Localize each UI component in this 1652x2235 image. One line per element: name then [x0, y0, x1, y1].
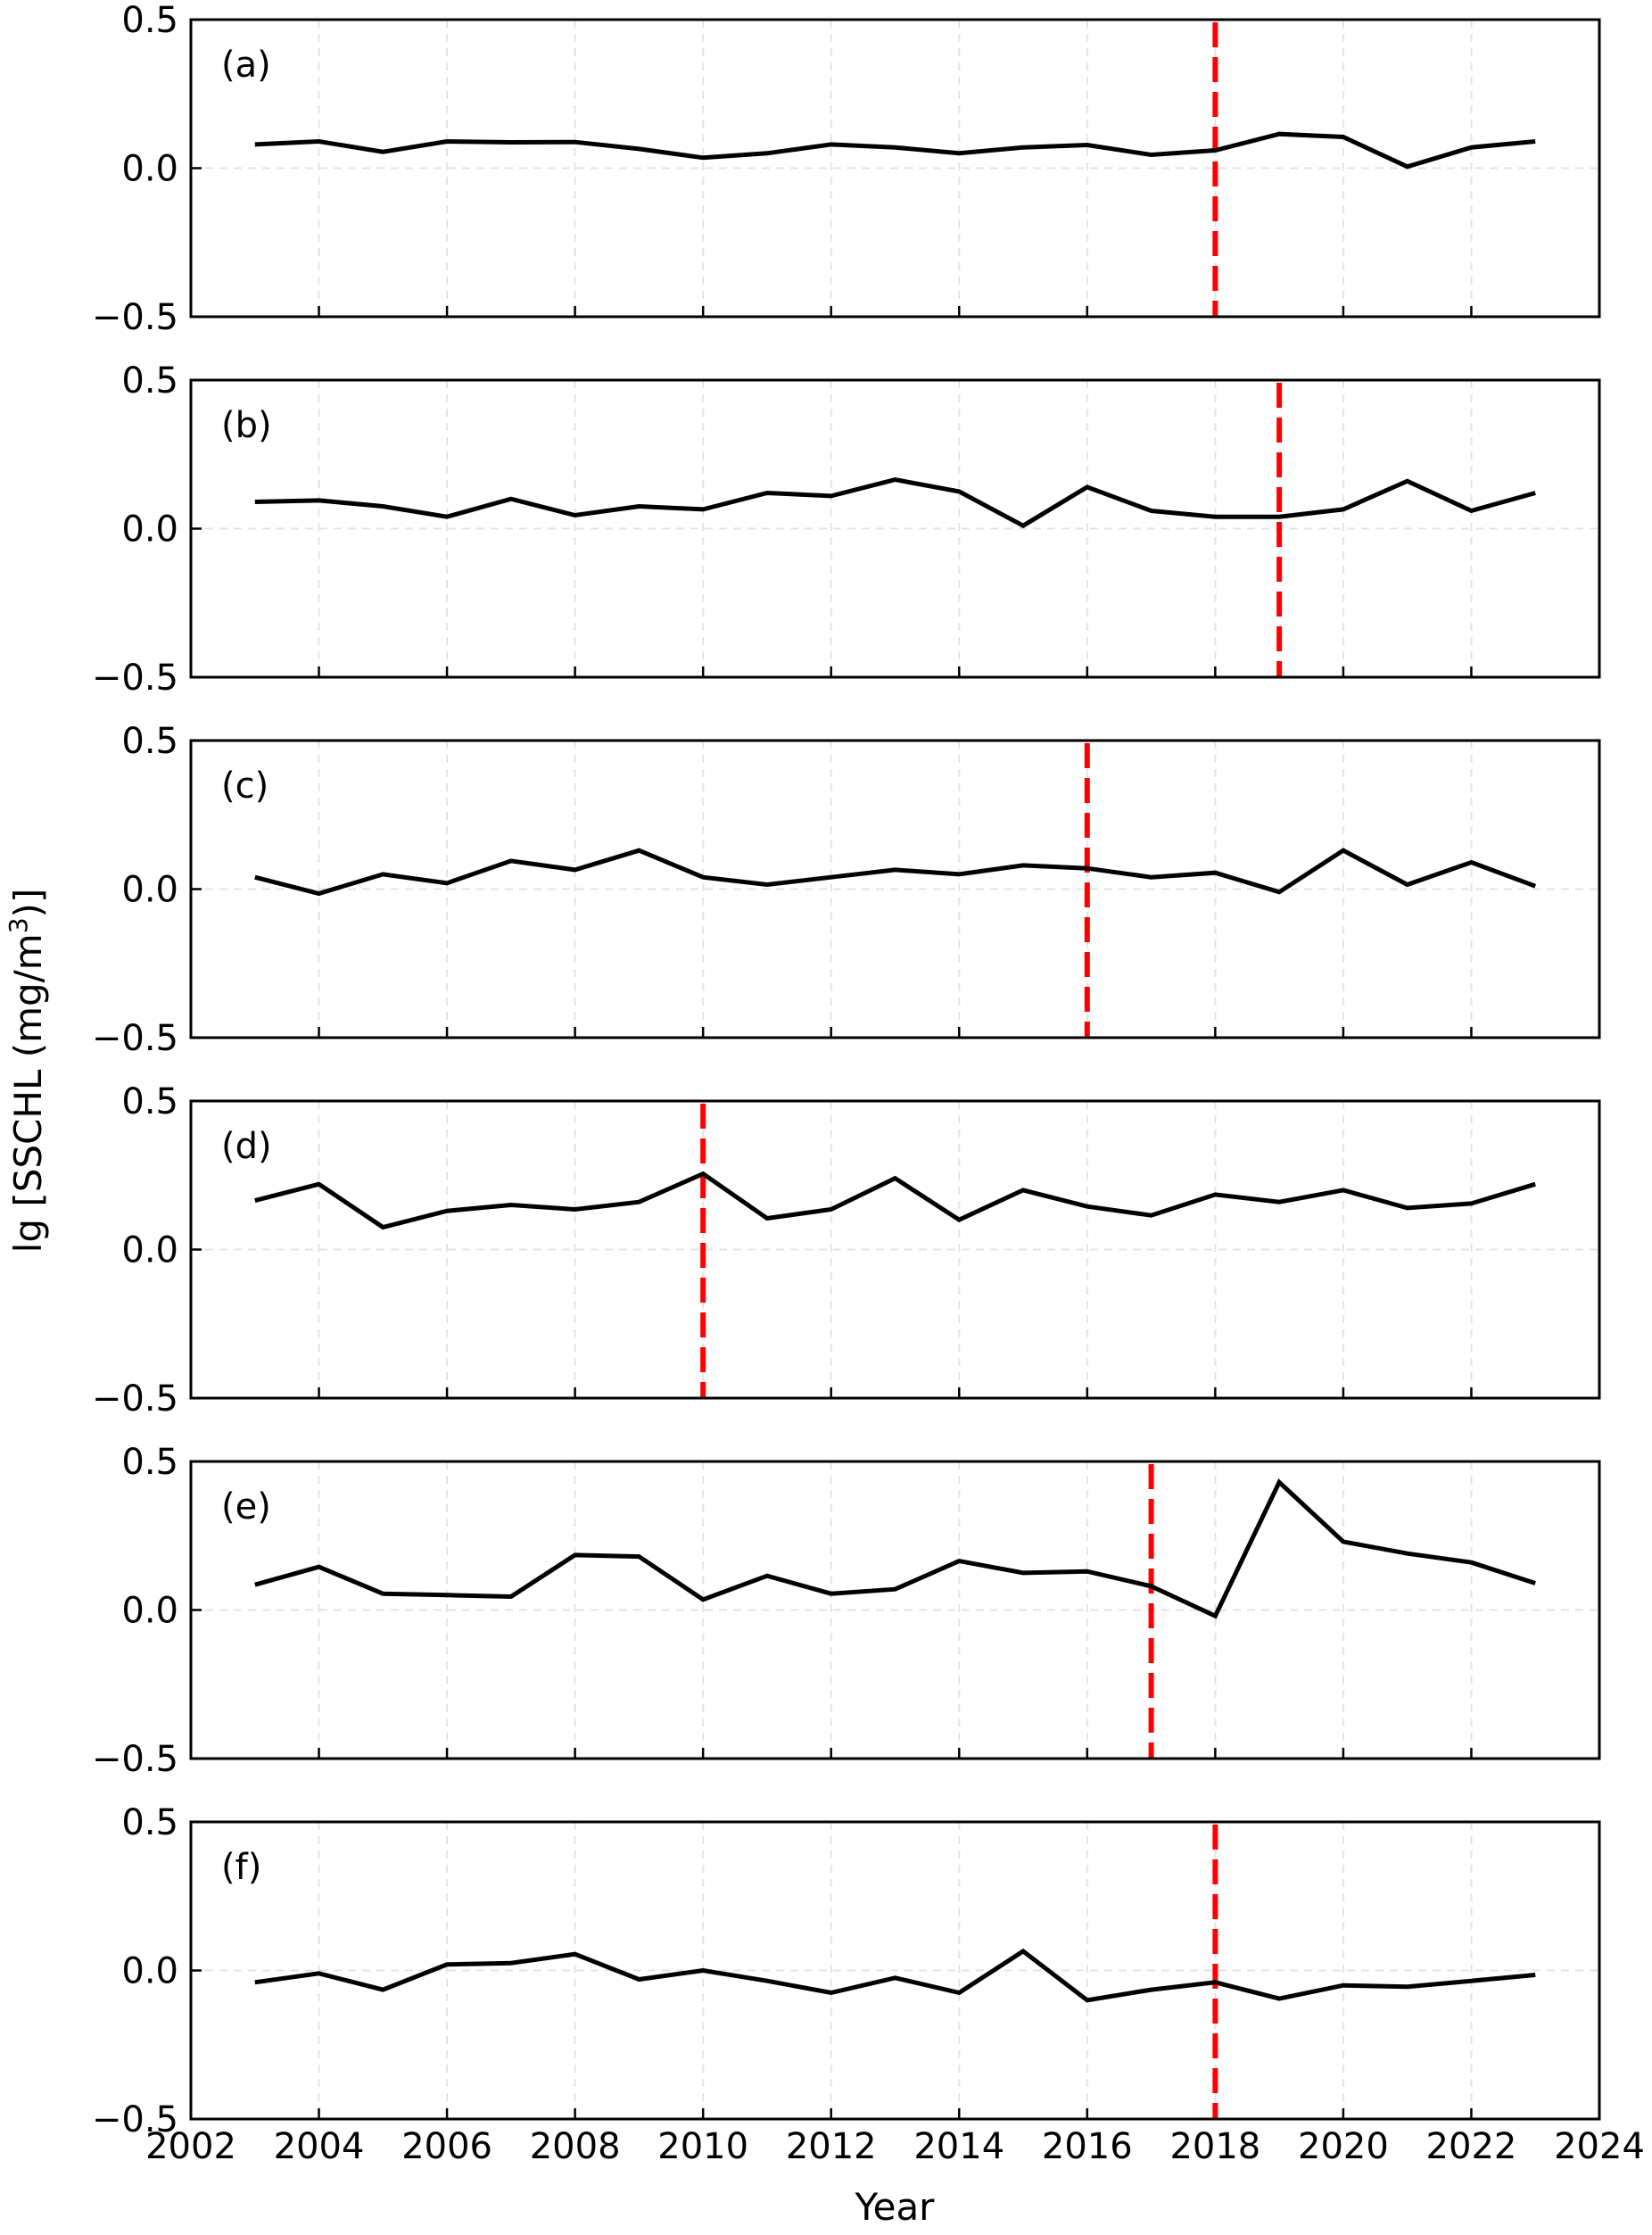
- panel-a: −0.5 0.0 0.5 (a): [92, 0, 1601, 338]
- x-axis-title: Year: [855, 2185, 936, 2229]
- y-tick-label: 0.5: [121, 0, 178, 41]
- y-tick-label: −0.5: [92, 1018, 178, 1059]
- panel-label: (f): [221, 1847, 261, 1888]
- series-line: [254, 848, 1537, 897]
- panels-group: −0.50.00.5(a)−0.50.00.5(b)−0.50.00.5(c)−…: [92, 0, 1645, 2167]
- x-tick-label: 2008: [530, 2126, 621, 2167]
- panel-label: (b): [221, 405, 272, 446]
- y-axis-title-superscript: 3: [4, 917, 33, 933]
- x-tick-label: 2012: [786, 2126, 877, 2167]
- y-axis-title: lg [SSCHL (mg/m3)]: [4, 889, 50, 1254]
- y-tick-label: 0.0: [121, 509, 178, 550]
- plot-frame: [189, 1820, 1601, 2121]
- panel-f: −0.5 0.0 0.5 (f) 2002 2004 2006 2008 2010 2012 201…: [92, 1802, 1645, 2167]
- x-tick-label: 2004: [274, 2126, 365, 2167]
- panel-label: (e): [221, 1486, 271, 1527]
- x-tick-label: 2018: [1169, 2126, 1260, 2167]
- x-tick-label: 2020: [1298, 2126, 1389, 2167]
- x-tick-label: 2014: [913, 2126, 1004, 2167]
- plot-frame: [189, 378, 1601, 679]
- panel-c: −0.5 0.0 0.5 (c): [92, 721, 1601, 1059]
- y-tick-label: 0.5: [121, 1081, 178, 1122]
- y-axis-title-main: lg [SSCHL (mg/m: [6, 933, 50, 1253]
- plot-frame: [189, 18, 1601, 319]
- x-tick-label: 2010: [657, 2126, 748, 2167]
- panel-label: (a): [221, 45, 271, 86]
- panel-d: −0.5 0.0 0.5 (d): [92, 1081, 1601, 1420]
- x-tick-label: 2022: [1426, 2126, 1517, 2167]
- plot-frame: [189, 739, 1601, 1039]
- y-tick-label: 0.0: [121, 149, 178, 190]
- y-tick-label: 0.0: [121, 870, 178, 911]
- series-line: [254, 1948, 1536, 2003]
- x-tick-label: 2016: [1042, 2126, 1133, 2167]
- y-tick-label: −0.5: [92, 658, 178, 699]
- series-line: [254, 131, 1536, 170]
- y-tick-label: 0.5: [121, 1802, 178, 1843]
- plot-frame: [189, 1099, 1601, 1400]
- x-tick-label: 2002: [145, 2126, 236, 2167]
- panel-label: (c): [221, 766, 268, 807]
- y-tick-label: −0.5: [92, 1739, 178, 1780]
- series-line: [254, 1478, 1536, 1619]
- series-line: [254, 477, 1536, 529]
- x-tick-label: 2024: [1554, 2126, 1645, 2167]
- y-tick-label: −0.5: [92, 2099, 178, 2140]
- series-line: [254, 1171, 1536, 1230]
- x-tick-label: 2006: [401, 2126, 492, 2167]
- y-tick-label: 0.5: [121, 1442, 178, 1483]
- panel-e: −0.5 0.0 0.5 (e): [92, 1442, 1601, 1780]
- y-tick-label: 0.0: [121, 1951, 178, 1992]
- y-tick-label: −0.5: [92, 297, 178, 338]
- y-tick-label: 0.0: [121, 1230, 178, 1271]
- y-axis-title-end: )]: [6, 889, 50, 918]
- plot-frame: [189, 1460, 1601, 1760]
- y-tick-label: 0.5: [121, 721, 178, 762]
- panel-label: (d): [221, 1126, 272, 1167]
- panel-b: −0.5 0.0 0.5 (b): [92, 360, 1601, 699]
- y-tick-label: 0.0: [121, 1591, 178, 1632]
- y-tick-label: −0.5: [92, 1378, 178, 1420]
- y-tick-label: 0.5: [121, 360, 178, 401]
